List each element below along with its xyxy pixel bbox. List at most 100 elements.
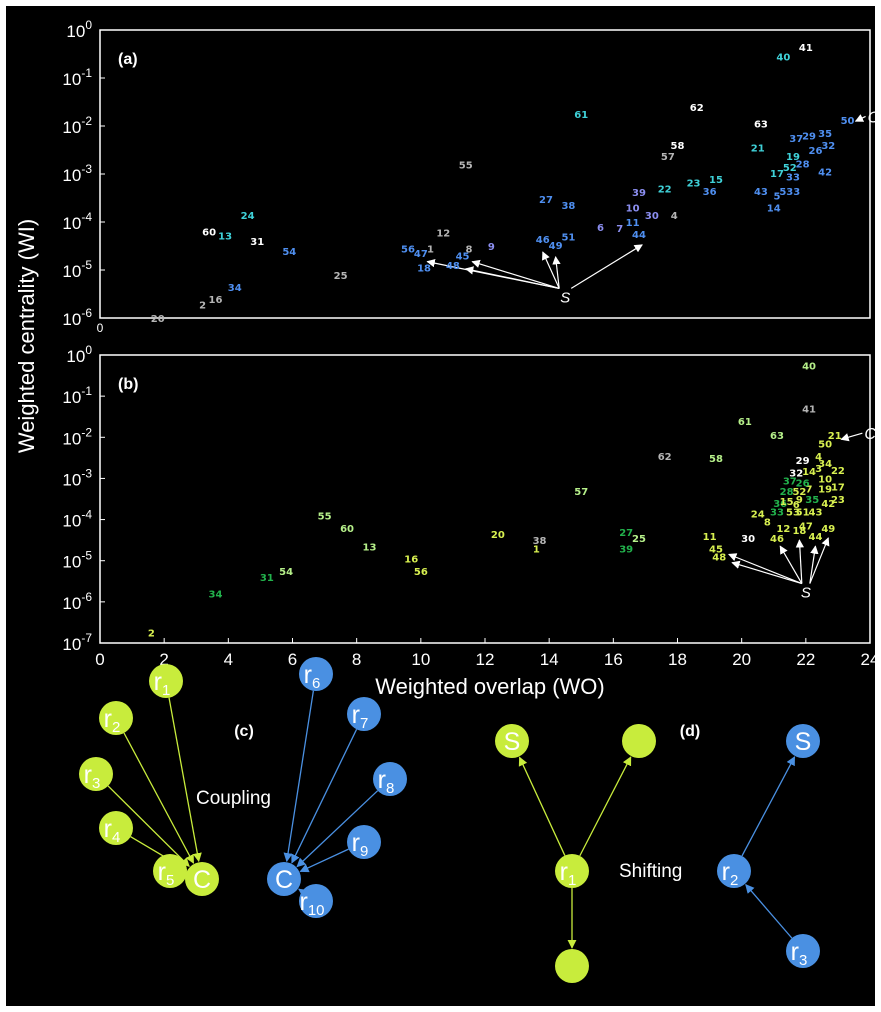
data-point-label: 51 <box>561 232 575 243</box>
data-point-label: 50 <box>818 439 832 450</box>
green-node-r5-circle <box>153 854 187 888</box>
green-node-r4-circle <box>99 811 133 845</box>
x-tick-label: 10 <box>411 650 430 669</box>
blue-node-r6-circle <box>299 657 333 691</box>
green-node-r2-label: r2 <box>104 705 121 736</box>
green-node-r1-circle <box>149 664 183 698</box>
data-point-label: 44 <box>808 532 822 543</box>
data-point-label: 15 <box>780 497 794 508</box>
data-point-label: 21 <box>828 431 842 442</box>
green-node-r3-label: r3 <box>84 761 101 792</box>
data-point-label: 3 <box>815 464 822 475</box>
y-axis-label: Weighted centrality (WI) <box>14 219 39 453</box>
annotation-arrow <box>570 244 643 289</box>
y-tick-label: 10-5 <box>62 258 92 281</box>
data-point-label: 57 <box>574 487 588 498</box>
data-point-label: 1 <box>533 544 540 555</box>
data-point-label: 25 <box>632 534 646 545</box>
x-axis-label: Weighted overlap (WO) <box>375 674 604 699</box>
shift-source-r2-label: r2 <box>722 858 739 889</box>
shift-source-r1-label: r1 <box>560 858 577 889</box>
diagram-edge <box>296 790 379 868</box>
data-point-label: 46 <box>770 534 784 545</box>
shift-empty-node-bottom <box>555 949 589 983</box>
x-tick-label: 6 <box>288 650 297 669</box>
data-point-label: 9 <box>488 242 495 253</box>
green-node-r5: r5 <box>153 854 187 889</box>
data-point-label: 35 <box>805 495 819 506</box>
data-point-label: 38 <box>561 201 575 212</box>
data-point-label: 47 <box>799 522 813 533</box>
data-point-label: 21 <box>751 144 765 155</box>
blue-node-r9-circle <box>347 825 381 859</box>
annotation-arrow <box>854 114 866 122</box>
data-point-label: 52 <box>792 487 806 498</box>
green-node-r4-label: r4 <box>104 815 121 846</box>
data-point-label: 6 <box>793 500 800 511</box>
green-node-r2-circle <box>99 701 133 735</box>
blue-node-r8: r8 <box>373 762 407 797</box>
data-point-label: 10 <box>818 474 832 485</box>
diagram-edge <box>291 729 358 864</box>
data-point-label: 39 <box>632 188 646 199</box>
x-tick-label: 22 <box>796 650 815 669</box>
annotation-c: C <box>868 109 875 126</box>
green-node-r2: r2 <box>99 701 133 736</box>
y-tick-label: 10-7 <box>62 631 92 654</box>
data-point-label: 39 <box>619 544 633 555</box>
data-point-label: 24 <box>751 509 765 520</box>
shift-target-green-circle <box>495 724 529 758</box>
data-point-label: 31 <box>250 237 264 248</box>
blue-node-r10-label: r10 <box>299 888 324 919</box>
blue-node-r6-label: r6 <box>304 661 321 692</box>
coupling-center-blue: C <box>267 862 301 896</box>
data-point-label: 58 <box>709 454 723 465</box>
y-tick-label: 10-6 <box>62 306 92 329</box>
data-point-label: 24 <box>241 211 255 222</box>
blue-node-r7: r7 <box>347 697 381 732</box>
data-point-label: 36 <box>703 187 717 198</box>
shift-target-green: S <box>495 724 529 758</box>
data-point-label: 12 <box>436 229 450 240</box>
panel-d-letter: (d) <box>680 723 700 740</box>
y-tick-label: 10-3 <box>62 466 92 489</box>
x-tick-label: 14 <box>540 650 559 669</box>
data-point-label: 19 <box>786 152 800 163</box>
y-tick-label: 10-3 <box>62 162 92 185</box>
data-point-label: 533 <box>779 187 800 198</box>
data-point-label: 53 <box>786 507 800 518</box>
data-point-label: 63 <box>770 431 784 442</box>
blue-node-r6: r6 <box>299 657 333 692</box>
data-point-label: 7 <box>616 224 623 235</box>
blue-node-r10: r10 <box>299 884 333 919</box>
data-point-label: 27 <box>619 528 633 539</box>
y-tick-label: 100 <box>66 18 92 41</box>
data-point-label: 29 <box>802 132 816 143</box>
data-point-label: 4 <box>671 211 678 222</box>
annotation-arrow <box>840 432 863 442</box>
annotation-arrow <box>464 266 560 289</box>
x-tick-label: 12 <box>476 650 495 669</box>
shift-empty-node-bottom-circle <box>555 949 589 983</box>
diagram-edge <box>741 756 796 857</box>
data-point-label: 1 <box>427 244 434 255</box>
annotation-s: S <box>560 289 570 306</box>
data-point-label: 55 <box>459 160 473 171</box>
data-point-label: 13 <box>363 542 377 553</box>
data-point-label: 37 <box>789 134 803 145</box>
y-tick-label: 10-1 <box>62 384 92 407</box>
data-point-label: 30 <box>645 211 659 222</box>
annotation-c: C <box>864 426 875 443</box>
y-tick-label: 100 <box>66 343 92 366</box>
shift-target-blue-circle <box>786 724 820 758</box>
panel-b-letter: (b) <box>118 376 138 393</box>
shift-target-blue: S <box>786 724 820 758</box>
data-point-label: 2 <box>148 629 155 640</box>
data-point-label: 33 <box>770 507 784 518</box>
data-point-label: 11 <box>703 532 717 543</box>
panel-a-letter: (a) <box>118 51 138 68</box>
diagram-edge <box>283 690 315 863</box>
data-point-label: 14 <box>767 204 781 215</box>
data-point-label: 34 <box>209 590 223 601</box>
